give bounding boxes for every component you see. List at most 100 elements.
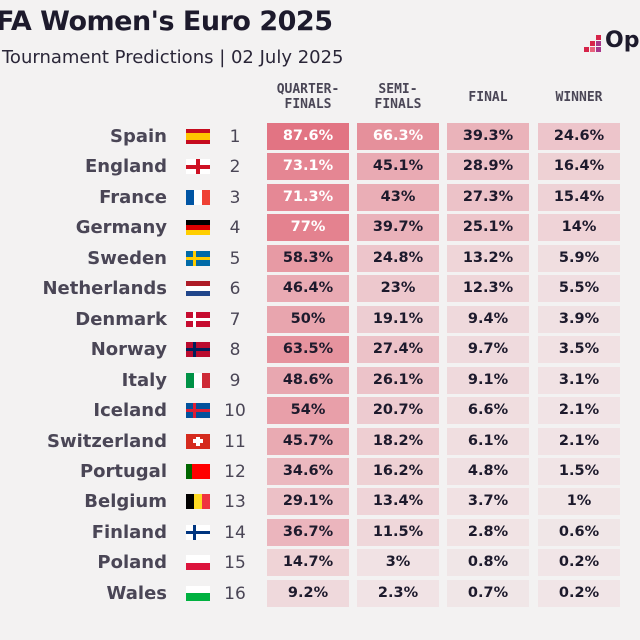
- value-cell: 1.5%: [538, 457, 620, 485]
- value-cell: 13.4%: [357, 488, 439, 516]
- value-cell: 73.1%: [267, 153, 349, 181]
- value-cell: 27.3%: [447, 183, 529, 211]
- table-row: England 2 73.1% 45.1% 28.9% 16.4%: [0, 151, 640, 181]
- value-cell: 66.3%: [357, 123, 439, 150]
- value-cell: 3.9%: [538, 305, 620, 333]
- value-cell: 71.3%: [267, 183, 349, 211]
- flag-sweden-icon: [186, 250, 210, 266]
- team-name: Portugal: [79, 460, 167, 482]
- value-cell: 29.1%: [267, 488, 349, 516]
- team-rank: 12: [224, 461, 246, 482]
- team-rank: 2: [229, 157, 241, 178]
- value-cell: 24.6%: [538, 123, 620, 150]
- table-row: Netherlands 6 46.4% 23% 12.3% 5.5%: [0, 273, 640, 303]
- table-row: Poland 15 14.7% 3% 0.8% 0.2%: [0, 547, 640, 577]
- flag-italy-icon: [186, 372, 210, 388]
- value-cell: 63.5%: [267, 336, 349, 364]
- column-header: FINAL: [468, 90, 508, 105]
- value-cell: 2.1%: [538, 397, 620, 425]
- flag-germany-icon: [186, 220, 210, 236]
- value-cell: 14.7%: [267, 549, 349, 577]
- column-header: SEMI- FINALS: [374, 82, 422, 112]
- team-name: Italy: [121, 369, 167, 391]
- team-rank: 14: [224, 522, 246, 543]
- value-cell: 16.4%: [538, 153, 620, 181]
- team-rank: 8: [229, 340, 241, 361]
- value-cell: 9.1%: [447, 366, 529, 394]
- value-cell: 3.5%: [538, 336, 620, 364]
- value-cell: 43%: [357, 183, 439, 211]
- table-row: Wales 16 9.2% 2.3% 0.7% 0.2%: [0, 578, 640, 608]
- team-name: Norway: [90, 339, 167, 361]
- value-cell: 23%: [357, 275, 439, 303]
- value-cell: 0.6%: [538, 518, 620, 546]
- value-cell: 9.4%: [447, 305, 529, 333]
- value-cell: 15.4%: [538, 183, 620, 211]
- value-cell: 3.1%: [538, 366, 620, 394]
- value-cell: 87.6%: [267, 123, 349, 150]
- team-rank: 7: [229, 309, 241, 330]
- flag-spain-icon: [186, 129, 210, 144]
- value-cell: 2.3%: [357, 579, 439, 607]
- value-cell: 27.4%: [357, 336, 439, 364]
- value-cell: 3%: [357, 549, 439, 577]
- table-row: Belgium 13 29.1% 13.4% 3.7% 1%: [0, 486, 640, 516]
- value-cell: 3.7%: [447, 488, 529, 516]
- team-rank: 13: [224, 492, 246, 513]
- value-cell: 4.8%: [447, 457, 529, 485]
- value-cell: 5.9%: [538, 244, 620, 272]
- team-name: Spain: [110, 126, 167, 147]
- value-cell: 19.1%: [357, 305, 439, 333]
- team-name: France: [99, 186, 167, 208]
- column-header: QUARTER- FINALS: [276, 82, 340, 112]
- value-cell: 0.2%: [538, 579, 620, 607]
- team-name: England: [84, 156, 167, 178]
- page-subtitle: Tournament Predictions | 02 July 2025: [2, 47, 344, 68]
- team-name: Iceland: [93, 400, 167, 422]
- value-cell: 6.1%: [447, 427, 529, 455]
- value-cell: 14%: [538, 214, 620, 242]
- flag-portugal-icon: [186, 463, 210, 479]
- value-cell: 2.8%: [447, 518, 529, 546]
- value-cell: 24.8%: [357, 244, 439, 272]
- team-name: Poland: [97, 552, 167, 574]
- opta-logo: Op: [584, 30, 639, 52]
- team-name: Wales: [106, 582, 167, 604]
- table-row: Finland 14 36.7% 11.5% 2.8% 0.6%: [0, 517, 640, 547]
- flag-denmark-icon: [186, 311, 210, 327]
- team-rank: 1: [229, 127, 241, 147]
- value-cell: 58.3%: [267, 244, 349, 272]
- value-cell: 77%: [267, 214, 349, 242]
- value-cell: 9.2%: [267, 579, 349, 607]
- team-rank: 16: [224, 583, 246, 604]
- value-cell: 45.1%: [357, 153, 439, 181]
- value-cell: 28.9%: [447, 153, 529, 181]
- team-name: Sweden: [87, 247, 167, 269]
- flag-switzerland-icon: [186, 433, 210, 449]
- table-row: France 3 71.3% 43% 27.3% 15.4%: [0, 182, 640, 212]
- table-row: Norway 8 63.5% 27.4% 9.7% 3.5%: [0, 334, 640, 364]
- table-row: Spain 1 87.6% 66.3% 39.3% 24.6%: [0, 121, 640, 151]
- team-rank: 5: [229, 248, 241, 269]
- flag-france-icon: [186, 189, 210, 205]
- flag-netherlands-icon: [186, 281, 210, 297]
- value-cell: 39.3%: [447, 123, 529, 150]
- team-rank: 11: [224, 431, 246, 452]
- value-cell: 36.7%: [267, 518, 349, 546]
- flag-belgium-icon: [186, 494, 210, 510]
- team-name: Finland: [91, 521, 167, 543]
- team-rank: 6: [229, 279, 241, 300]
- value-cell: 0.7%: [447, 579, 529, 607]
- flag-finland-icon: [186, 524, 210, 540]
- value-cell: 26.1%: [357, 366, 439, 394]
- flag-norway-icon: [186, 342, 210, 358]
- team-name: Denmark: [75, 308, 167, 330]
- team-rank: 9: [229, 370, 241, 391]
- value-cell: 13.2%: [447, 244, 529, 272]
- team-name: Switzerland: [47, 430, 167, 452]
- team-rank: 3: [229, 187, 241, 208]
- value-cell: 5.5%: [538, 275, 620, 303]
- flag-wales-icon: [186, 585, 210, 601]
- value-cell: 46.4%: [267, 275, 349, 303]
- team-rank: 15: [224, 553, 246, 574]
